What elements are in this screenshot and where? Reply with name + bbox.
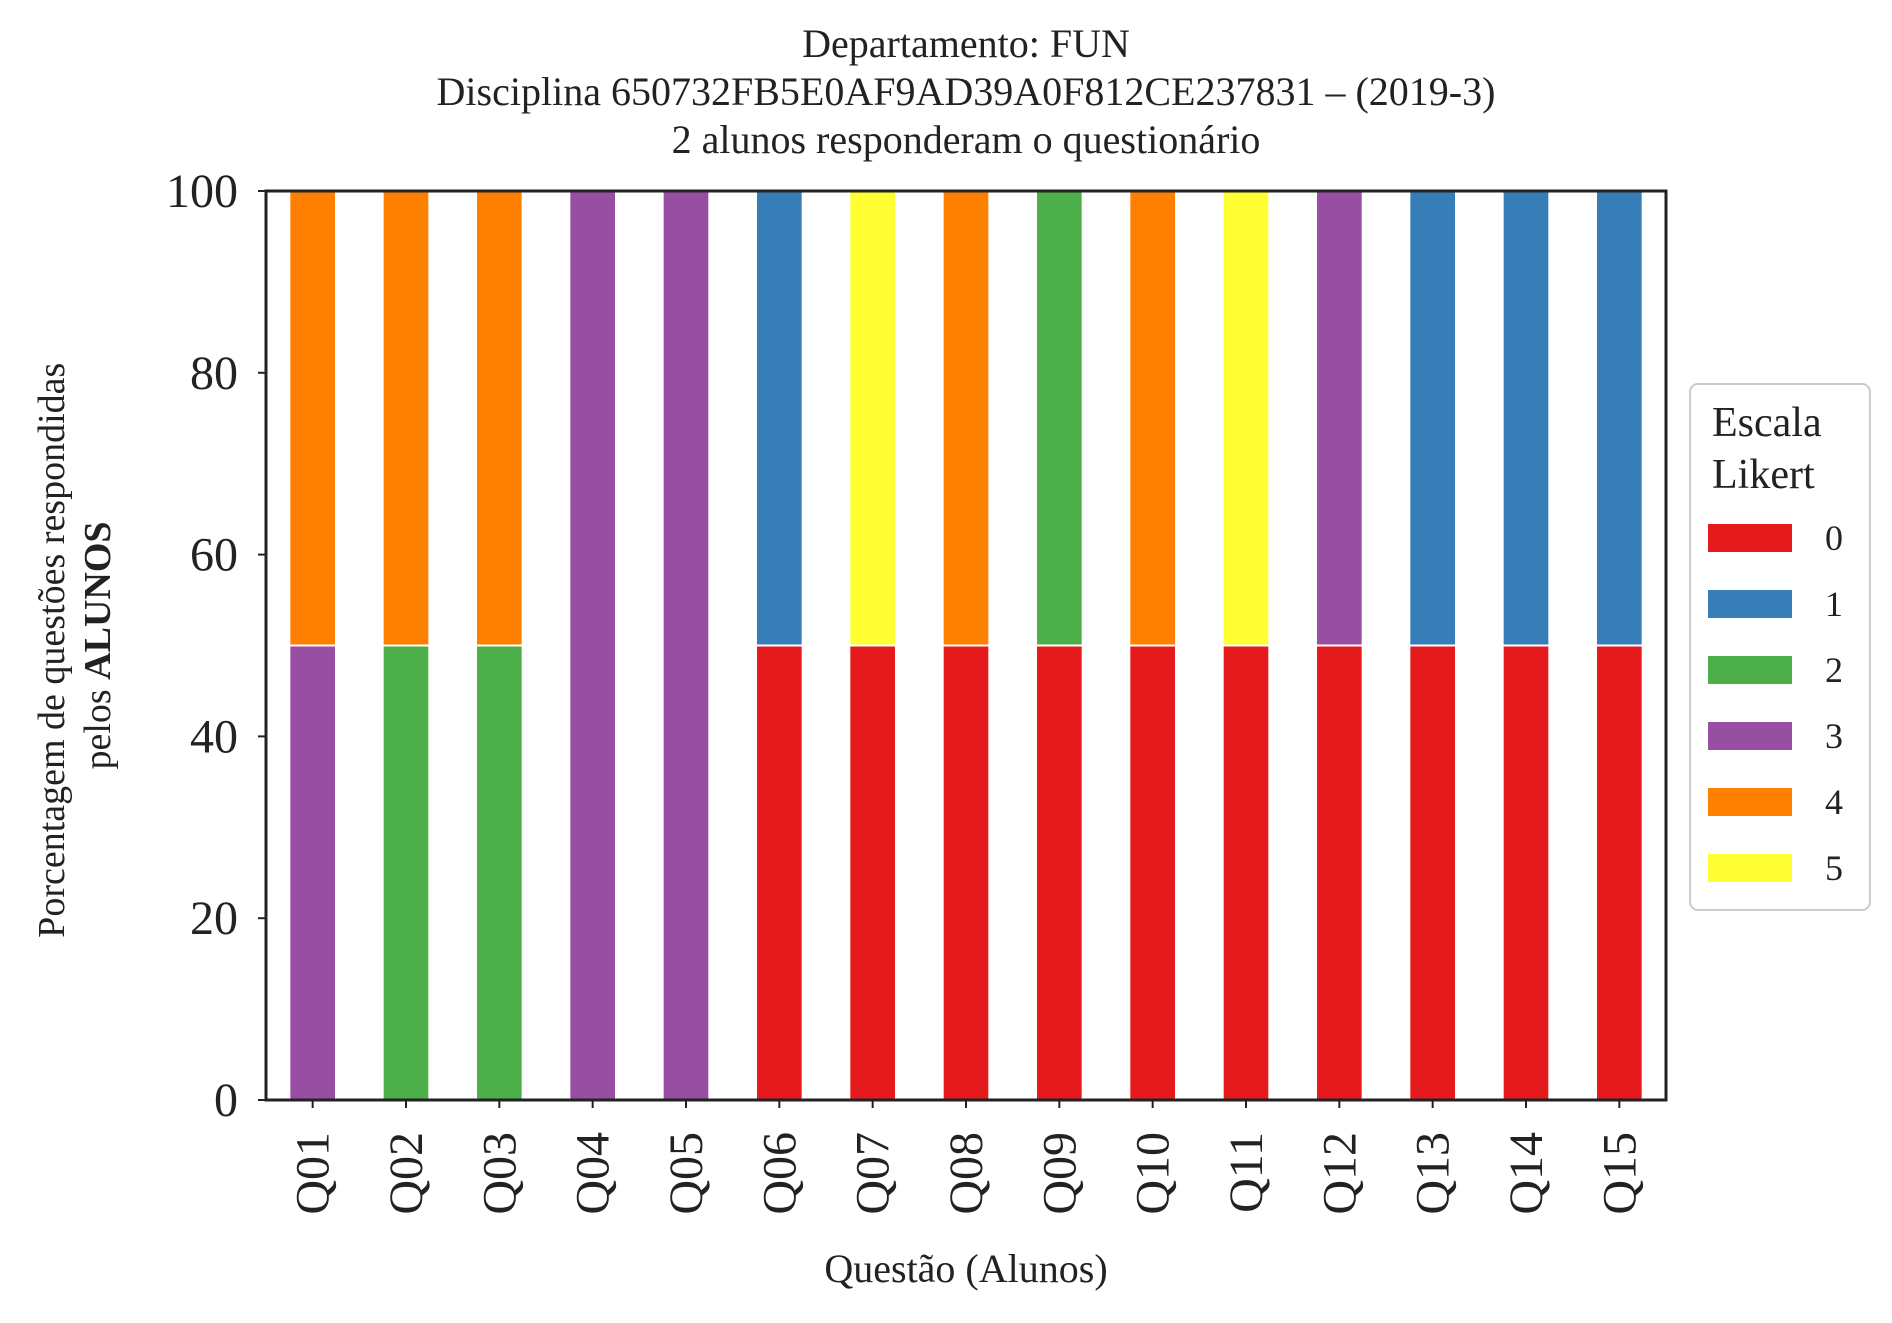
x-tick-label-Q01: Q01 — [287, 1132, 340, 1215]
x-tick-label-Q13: Q13 — [1407, 1132, 1460, 1215]
x-axis-label: Questão (Alunos) — [824, 1246, 1107, 1291]
x-axis: Q01 Q02 Q03 Q04 Q05 Q06 Q07 Q08 Q09 Q10 Q11 Q12 Q13 Q… — [287, 1100, 1646, 1215]
x-tick-label-Q03: Q03 — [473, 1132, 526, 1215]
title-line-2: Disciplina 650732FB5E0AF9AD39A0F812CE237… — [437, 69, 1496, 114]
bar-Q01-likert-4 — [288, 190, 338, 647]
legend-swatch-4 — [1708, 788, 1792, 816]
y-axis-label-bold: ALUNOS — [77, 521, 119, 679]
x-tick-label-Q09: Q09 — [1033, 1132, 1086, 1215]
y-axis-label-line2: pelos — [77, 680, 119, 770]
bar-Q10-likert-0 — [1128, 644, 1178, 1101]
y-tick-label-80: 80 — [190, 347, 238, 400]
bar-Q06-likert-1 — [755, 190, 804, 647]
legend-label-4: 4 — [1825, 782, 1843, 822]
bar-Q11-likert-5 — [1221, 190, 1271, 647]
bar-Q01-likert-3 — [288, 644, 338, 1101]
bar-Q09-likert-2 — [1035, 190, 1084, 647]
y-tick-label-40: 40 — [190, 710, 238, 763]
bar-Q15-likert-1 — [1595, 190, 1644, 647]
legend-label-2: 2 — [1825, 650, 1843, 690]
x-tick-label-Q02: Q02 — [380, 1132, 433, 1215]
y-axis-label-line1: Porcentagem de questões respondidas — [31, 363, 73, 938]
bar-Q03-likert-4 — [475, 190, 524, 647]
y-axis: 0 20 40 60 80 100 — [166, 165, 266, 1127]
bar-Q08-likert-4 — [941, 190, 991, 647]
y-tick-label-100: 100 — [166, 165, 238, 218]
bar-Q13-likert-0 — [1408, 644, 1458, 1101]
bar-Q02-likert-2 — [381, 644, 431, 1101]
title-line-1: Departamento: FUN — [802, 21, 1130, 66]
bar-Q14-likert-0 — [1501, 644, 1551, 1101]
bar-Q05-likert-3 — [661, 190, 711, 1101]
legend-label-3: 3 — [1825, 716, 1843, 756]
bar-Q06-likert-0 — [755, 644, 804, 1101]
bar-Q14-likert-1 — [1501, 190, 1551, 647]
bar-Q07-likert-0 — [848, 644, 897, 1101]
bar-Q08-likert-0 — [941, 644, 991, 1101]
y-axis-label: Porcentagem de questões respondidas pelo… — [31, 353, 119, 938]
bars-group — [288, 190, 1644, 1101]
legend-swatch-5 — [1708, 854, 1792, 882]
legend-title-line-1: Escala — [1712, 400, 1822, 446]
bar-Q15-likert-0 — [1595, 644, 1644, 1101]
x-tick-label-Q04: Q04 — [567, 1132, 620, 1215]
bar-Q12-likert-3 — [1315, 190, 1364, 647]
x-tick-label-Q10: Q10 — [1127, 1132, 1180, 1215]
x-tick-label-Q07: Q07 — [847, 1132, 900, 1215]
bar-Q09-likert-0 — [1035, 644, 1084, 1101]
bar-Q03-likert-2 — [475, 644, 524, 1101]
bar-Q11-likert-0 — [1221, 644, 1271, 1101]
legend-box — [1689, 383, 1871, 911]
legend-label-1: 1 — [1825, 584, 1843, 624]
title-line-3: 2 alunos responderam o questionário — [672, 117, 1261, 162]
legend-swatch-1 — [1708, 590, 1792, 618]
bar-Q04-likert-3 — [568, 190, 617, 1101]
y-tick-label-60: 60 — [190, 529, 238, 582]
legend-title-line-2: Likert — [1712, 452, 1815, 498]
y-tick-label-20: 20 — [190, 892, 238, 945]
x-tick-label-Q08: Q08 — [940, 1132, 993, 1215]
bar-Q10-likert-4 — [1128, 190, 1178, 647]
bar-Q12-likert-0 — [1315, 644, 1364, 1101]
y-tick-label-0: 0 — [214, 1074, 238, 1127]
x-tick-label-Q12: Q12 — [1313, 1132, 1366, 1215]
x-tick-label-Q05: Q05 — [660, 1132, 713, 1215]
legend-swatch-2 — [1708, 656, 1792, 684]
bar-Q02-likert-4 — [381, 190, 431, 647]
bar-Q07-likert-5 — [848, 190, 897, 647]
legend-swatch-0 — [1708, 524, 1792, 552]
x-tick-label-Q06: Q06 — [753, 1132, 806, 1215]
x-tick-label-Q15: Q15 — [1593, 1132, 1646, 1215]
legend-label-5: 5 — [1825, 848, 1843, 888]
x-tick-label-Q11: Q11 — [1220, 1132, 1273, 1213]
x-tick-label-Q14: Q14 — [1500, 1132, 1553, 1215]
bar-Q13-likert-1 — [1408, 190, 1458, 647]
legend-label-0: 0 — [1825, 518, 1843, 558]
legend-swatch-3 — [1708, 722, 1792, 750]
